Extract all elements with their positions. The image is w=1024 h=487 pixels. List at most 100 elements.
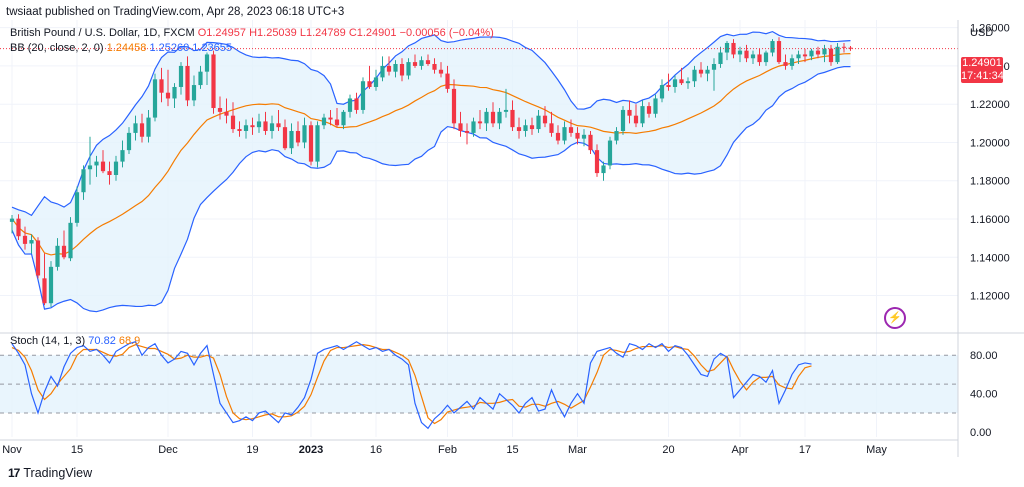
candle [68, 217, 73, 262]
price-tick-label: 1.18000 [970, 176, 1010, 188]
price-tick-label: 1.26000 [970, 23, 1010, 35]
candle [497, 108, 502, 130]
stoch-tick-label: 0.00 [970, 427, 991, 439]
candle-body [575, 132, 580, 139]
time-tick-label: Feb [438, 444, 457, 456]
candle [22, 226, 28, 250]
candle [367, 65, 372, 89]
candle [484, 108, 489, 131]
time-tick-label: Mar [568, 444, 587, 456]
candle-body [679, 79, 684, 84]
candle-body [789, 58, 795, 66]
candle-body [627, 109, 632, 116]
candle-body [581, 134, 587, 139]
candle [347, 94, 353, 118]
candle-body [724, 42, 730, 53]
candle [477, 109, 483, 130]
lightning-icon[interactable]: ⚡ [884, 307, 906, 329]
bar-countdown: 17:41:34 [961, 70, 1004, 82]
candle-body [484, 111, 489, 124]
candle-body [250, 125, 255, 128]
candle [653, 94, 658, 118]
candle [9, 214, 15, 234]
candle [432, 58, 437, 74]
candle [783, 54, 788, 70]
candle-body [562, 127, 567, 141]
stochastic-panel [0, 341, 958, 430]
candle [698, 62, 704, 78]
candle [568, 119, 574, 137]
candle [425, 54, 431, 66]
candle-body [802, 54, 808, 57]
candle [549, 111, 554, 137]
candle-body [126, 132, 132, 151]
candle-body [536, 115, 541, 130]
candle [646, 102, 652, 118]
candle-body [289, 130, 294, 149]
chart-axes: 1.260001.240001.220001.200001.180001.160… [0, 20, 1024, 457]
stoch-tick-label: 80.00 [970, 350, 998, 362]
bb-lower-line [11, 66, 851, 313]
candle [750, 50, 756, 65]
candle-body [458, 123, 463, 131]
candle-body [360, 81, 366, 110]
candle [848, 46, 853, 51]
candle [529, 117, 535, 135]
candle [35, 237, 41, 279]
candle-body [601, 165, 606, 174]
candle [100, 150, 106, 174]
candle [666, 73, 671, 91]
candle [503, 88, 509, 118]
time-tick-label: 17 [799, 444, 811, 456]
candle-body [152, 79, 158, 118]
candle [633, 104, 639, 128]
time-tick-label: May [866, 444, 887, 456]
candle [841, 42, 847, 53]
candle-body [276, 123, 281, 128]
candle-body [185, 65, 190, 101]
candle [614, 127, 619, 145]
candle [802, 48, 808, 63]
candle [16, 214, 21, 241]
candle-body [224, 111, 229, 116]
candle [731, 39, 736, 59]
price-tick-label: 1.14000 [970, 252, 1010, 264]
time-tick-label: 20 [662, 444, 674, 456]
ohlc-change: −0.00056 (−0.04%) [399, 27, 494, 39]
candle [399, 58, 405, 82]
candle [81, 165, 86, 200]
candle [250, 117, 255, 135]
candle [126, 127, 132, 154]
candle-body [542, 115, 548, 124]
candle-body [256, 121, 262, 128]
candle [159, 67, 164, 103]
candle [679, 67, 684, 86]
candle-body [692, 69, 697, 82]
candle [594, 144, 600, 177]
candle-body [568, 127, 574, 133]
candle [386, 56, 392, 76]
candle [107, 161, 112, 185]
candle [822, 44, 827, 63]
candle [419, 56, 424, 70]
candle-body [393, 64, 398, 72]
candle [510, 100, 515, 131]
candle-body [497, 111, 502, 124]
tradingview-brand[interactable]: 17 TradingView [8, 466, 92, 480]
stoch-k-line [11, 341, 812, 430]
candle [185, 56, 190, 107]
candle-body [835, 46, 840, 63]
candle-body [243, 125, 249, 131]
candle [211, 50, 216, 114]
candle-body [198, 71, 203, 86]
candle-body [81, 169, 86, 193]
candle [406, 58, 411, 80]
candle [835, 42, 840, 65]
candle [763, 50, 769, 66]
candle-body [328, 117, 333, 120]
candle [146, 109, 151, 143]
candle [120, 140, 125, 168]
candle [341, 109, 346, 130]
candle-body [94, 161, 99, 166]
